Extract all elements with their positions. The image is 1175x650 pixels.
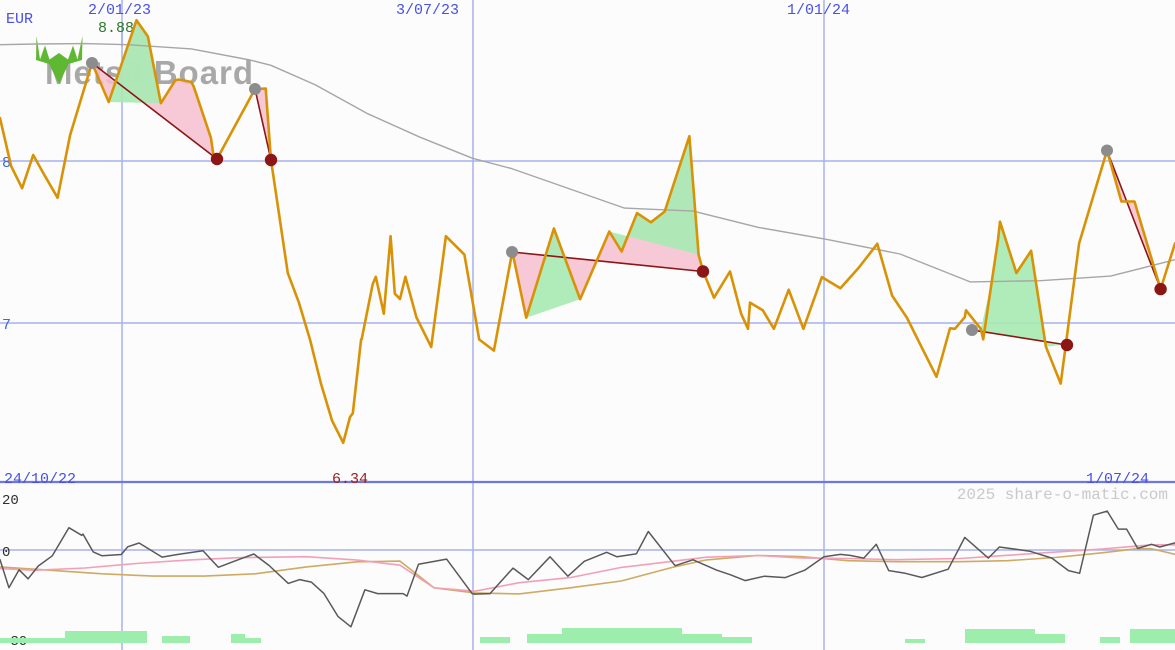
svg-text:1/01/24: 1/01/24 xyxy=(787,2,850,19)
svg-text:24/10/22: 24/10/22 xyxy=(4,471,76,488)
svg-text:7: 7 xyxy=(2,317,11,334)
svg-text:8.88: 8.88 xyxy=(98,20,134,37)
svg-text:20: 20 xyxy=(2,493,19,509)
svg-text:6.34: 6.34 xyxy=(332,471,368,488)
svg-text:EUR: EUR xyxy=(6,11,33,28)
svg-text:2/01/23: 2/01/23 xyxy=(88,2,151,19)
svg-text:0: 0 xyxy=(2,545,10,561)
svg-text:3/07/23: 3/07/23 xyxy=(396,2,459,19)
svg-text:2025 share-o-matic.com: 2025 share-o-matic.com xyxy=(957,486,1168,504)
